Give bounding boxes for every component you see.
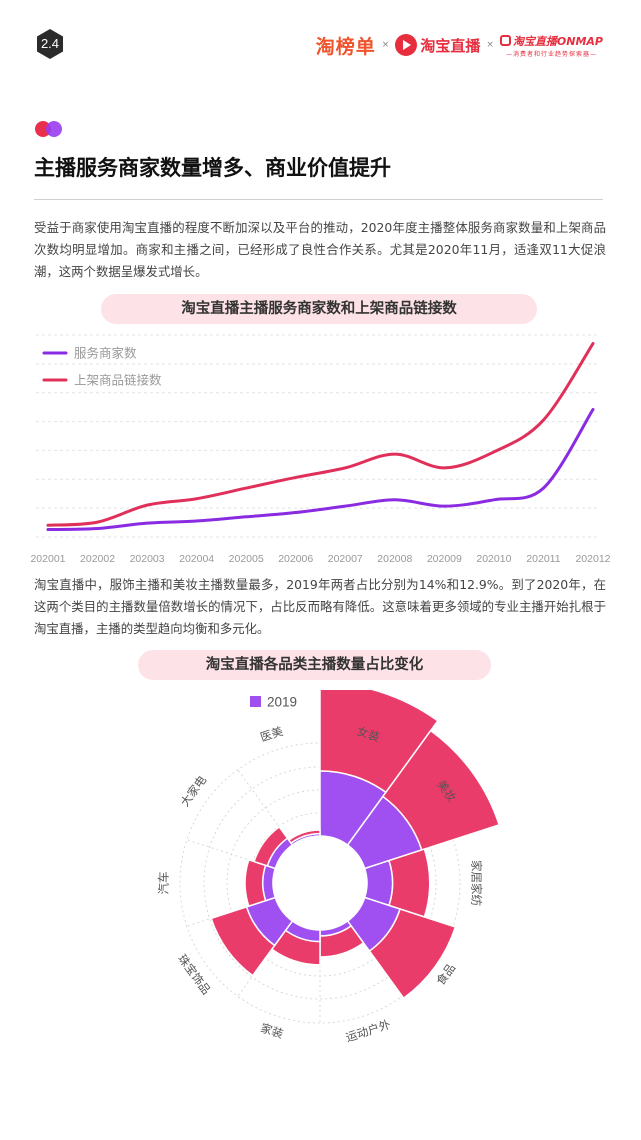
x-tick-label: 202007 <box>328 553 363 565</box>
onmap-logo-subtitle: —消费者和行业趋势探索器— <box>505 50 597 58</box>
title-divider <box>34 199 603 200</box>
taobao-live-logo: 淘宝直播 <box>395 34 480 56</box>
series-line-1 <box>46 342 595 527</box>
bar-2020-1 <box>381 729 501 851</box>
x-tick-label: 202009 <box>427 553 462 565</box>
series-line-0 <box>46 407 595 532</box>
category-label: 大家电 <box>178 773 210 810</box>
x-tick-label: 202002 <box>80 553 115 565</box>
category-label: 汽车 <box>157 872 171 895</box>
intro-paragraph: 受益于商家使用淘宝直播的程度不断加深以及平台的推动，2020年度主播整体服务商家… <box>34 220 606 279</box>
bar-2020-6 <box>210 905 276 977</box>
legend-label: 2019 <box>267 695 297 710</box>
x-tick-label: 202006 <box>278 553 313 565</box>
radial-bar-chart: 20192020女装美妆家居家纺食品运动户外家装珠宝饰品汽车大家电医美 <box>157 690 501 1045</box>
x-tick-label: 202012 <box>575 553 610 565</box>
bar-2020-7 <box>244 858 267 908</box>
taobangdan-logo: 淘榜单 <box>315 35 376 58</box>
x-tick-label: 202008 <box>377 553 412 565</box>
onmap-logo-text: 淘宝直播ONMAP <box>512 34 603 48</box>
category-label: 医美 <box>259 724 286 745</box>
onmap-box-icon <box>499 35 511 46</box>
hexagon-icon <box>37 29 63 59</box>
x-tick-label: 202001 <box>30 553 65 565</box>
section-number: 2.4 <box>40 36 60 51</box>
x-tick-label: 202003 <box>130 553 165 565</box>
play-icon <box>395 34 418 56</box>
category-label: 运动户外 <box>344 1017 393 1045</box>
onmap-logo: 淘宝直播ONMAP —消费者和行业趋势探索器— <box>499 33 603 58</box>
grid-ring <box>179 742 461 1024</box>
section-title: 主播服务商家数量增多、商业价值提升 <box>34 156 391 180</box>
x-tick-label: 202010 <box>476 553 511 565</box>
category-label: 家装 <box>259 1021 286 1042</box>
logo-separator: × <box>381 40 390 50</box>
category-label: 女装 <box>355 724 382 745</box>
partner-logos: 淘榜单 × 淘宝直播 × 淘宝直播ONMAP —消费者和行业趋势探索器— <box>316 30 603 60</box>
radial-chart-title: 淘宝直播各品类主播数量占比变化 <box>138 650 491 680</box>
x-tick-label: 202011 <box>526 553 560 565</box>
decorative-dots-icon <box>35 121 65 137</box>
logo-separator-2: × <box>486 40 494 50</box>
category-paragraph: 淘宝直播中，服饰主播和美妆主播数量最多，2019年两者占比分别为14%和12.9… <box>34 577 606 636</box>
taobao-live-logo-text: 淘宝直播 <box>420 36 481 55</box>
x-tick-label: 202004 <box>179 553 214 565</box>
bar-2020-9 <box>287 829 321 845</box>
category-label: 珠宝饰品 <box>175 952 213 997</box>
x-tick-label: 202005 <box>229 553 264 565</box>
legend-label: 上架商品链接数 <box>74 373 162 388</box>
legend-swatch <box>250 696 261 707</box>
section-number-badge: 2.4 <box>34 28 66 60</box>
line-chart-title: 淘宝直播主播服务商家数和上架商品链接数 <box>101 294 537 324</box>
bar-2020-0 <box>319 690 439 794</box>
bar-2020-3 <box>368 908 457 1000</box>
category-label: 家居家纺 <box>470 860 484 906</box>
bar-2020-8 <box>253 825 289 867</box>
legend-label: 服务商家数 <box>74 346 137 361</box>
